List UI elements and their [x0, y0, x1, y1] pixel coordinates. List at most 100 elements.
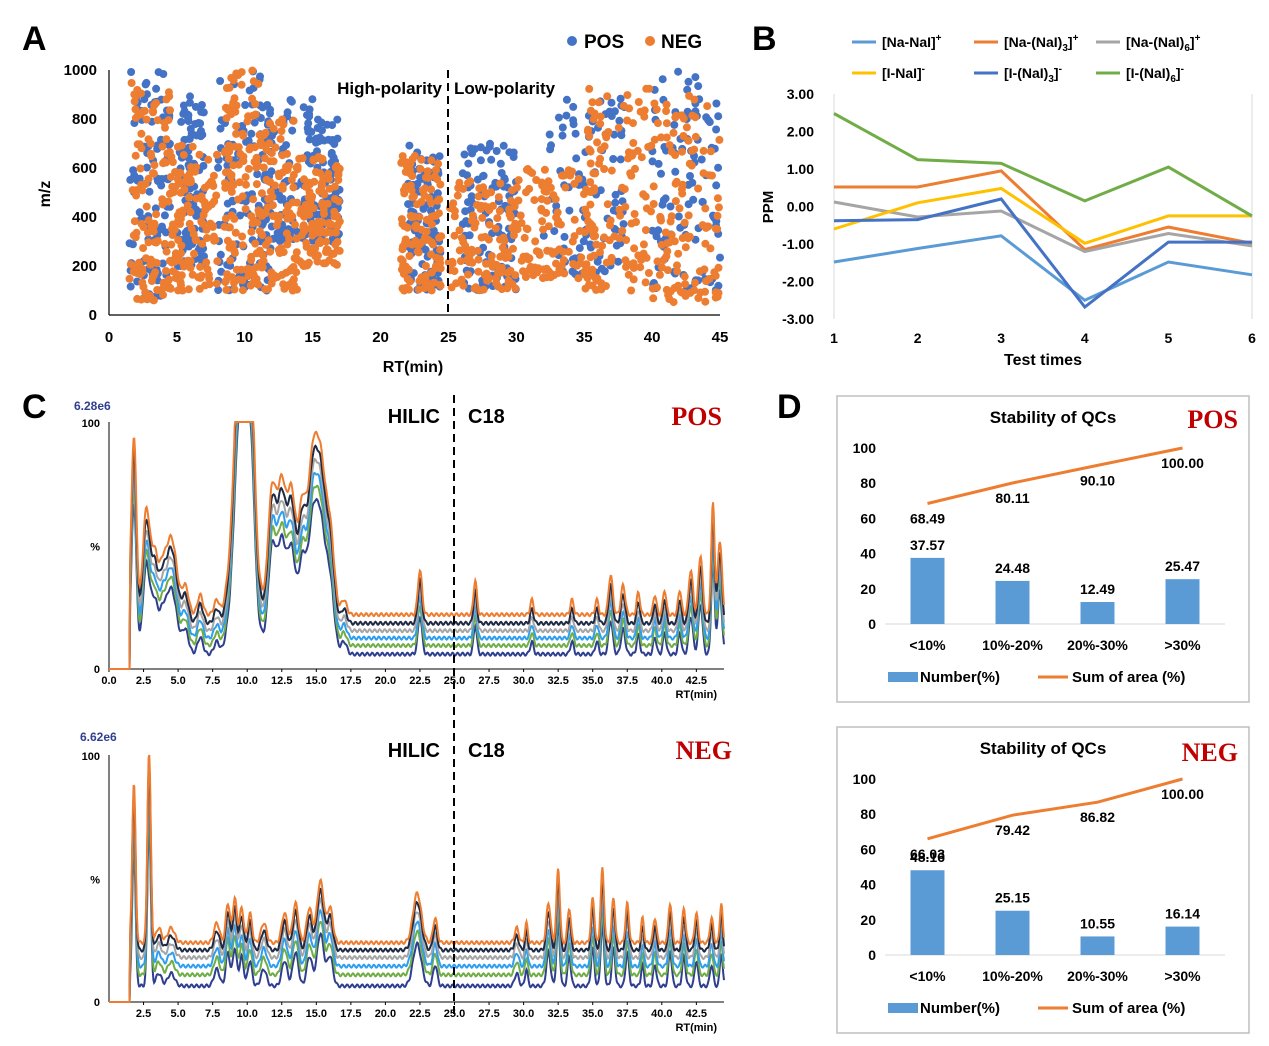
- scatter-point: [146, 139, 155, 148]
- scatter-point: [464, 198, 472, 207]
- scatter-point: [520, 233, 529, 242]
- scatter-point: [701, 297, 710, 306]
- scatter-point: [335, 217, 344, 226]
- scatter-point: [681, 280, 690, 289]
- scatter-point: [596, 186, 605, 195]
- scatter-point: [333, 237, 342, 246]
- legend-pos-label: POS: [584, 32, 624, 53]
- scatter-point: [278, 270, 286, 279]
- scatter-point: [206, 219, 215, 228]
- scatter-point: [431, 211, 440, 220]
- scatter-point: [699, 146, 708, 155]
- category-label: 20%-30%: [1067, 637, 1128, 653]
- scatter-point: [504, 252, 513, 261]
- scatter-point: [128, 186, 137, 195]
- bar: [1165, 579, 1200, 624]
- scatter-point: [682, 123, 691, 132]
- scatter-point: [680, 218, 689, 227]
- scatter-point: [282, 141, 291, 150]
- scatter-point: [713, 211, 722, 220]
- scatter-point: [178, 286, 187, 295]
- bar-value-label: 25.15: [995, 890, 1030, 906]
- scatter-point: [131, 105, 140, 114]
- scatter-point: [657, 216, 665, 225]
- scatter-point: [136, 110, 145, 119]
- scatter-point: [238, 232, 247, 241]
- neg-c18-label: C18: [468, 740, 505, 762]
- scatter-point: [630, 244, 639, 253]
- scatter-point: [492, 274, 500, 283]
- panel-letter-a: A: [22, 20, 47, 58]
- scatter-point: [702, 223, 710, 232]
- scatter-point: [468, 258, 477, 267]
- scatter-point: [153, 116, 162, 125]
- x-tick-label: 22.5: [409, 1008, 430, 1020]
- x-tick-label: 2.5: [136, 675, 151, 687]
- scatter-point: [669, 298, 678, 307]
- scatter-point: [231, 228, 240, 237]
- scatter-point: [462, 217, 471, 226]
- scatter-point: [545, 130, 554, 139]
- scatter-point: [126, 282, 135, 291]
- scatter-point: [197, 101, 206, 109]
- scatter-point: [459, 281, 468, 290]
- scatter-point: [222, 84, 231, 92]
- scatter-point: [691, 278, 699, 287]
- scatter-point: [674, 212, 683, 221]
- scatter-point: [136, 164, 145, 173]
- scatter-point: [319, 174, 328, 183]
- scatter-point: [150, 258, 159, 267]
- scatter-point: [144, 238, 153, 247]
- scatter-point: [269, 124, 278, 133]
- scatter-point: [421, 271, 430, 280]
- series-line: [833, 234, 1253, 303]
- x-tick-label: 12.5: [271, 675, 292, 687]
- scatter-point: [619, 101, 628, 110]
- bar: [1080, 602, 1115, 624]
- scatter-point: [474, 192, 483, 201]
- scatter-point: [423, 167, 432, 176]
- scatter-point: [570, 179, 579, 188]
- scatter-point: [685, 159, 694, 168]
- scatter-point: [173, 142, 182, 151]
- scatter-point: [663, 266, 672, 275]
- scatter-point: [237, 80, 246, 89]
- scatter-point: [261, 154, 269, 163]
- scatter-point: [314, 153, 323, 161]
- scatter-point: [620, 185, 629, 194]
- scatter-point: [250, 118, 259, 127]
- y-tick-label: 100: [853, 440, 877, 456]
- bar-value-label: 12.49: [1080, 581, 1115, 597]
- scatter-point: [292, 163, 301, 172]
- scatter-point: [169, 188, 178, 197]
- x-tick-label: 17.5: [340, 675, 361, 687]
- scatter-point: [652, 105, 661, 114]
- scatter-point: [586, 240, 595, 249]
- pos-x-axis-label: RT(min): [675, 689, 717, 701]
- x-tick-label: 32.5: [547, 1008, 568, 1020]
- scatter-point: [629, 139, 638, 147]
- scatter-point: [684, 136, 693, 145]
- scatter-point: [575, 244, 584, 253]
- scatter-point: [133, 140, 142, 149]
- scatter-point: [174, 236, 183, 244]
- scatter-point: [475, 286, 484, 295]
- scatter-point: [499, 141, 508, 150]
- scatter-point: [222, 276, 230, 285]
- scatter-point: [560, 232, 569, 241]
- scatter-point: [159, 278, 168, 287]
- scatter-point: [714, 263, 723, 272]
- scatter-point: [553, 219, 562, 228]
- scatter-point: [436, 281, 445, 290]
- scatter-point: [334, 171, 343, 180]
- scatter-point: [655, 270, 664, 279]
- scatter-point: [199, 161, 208, 170]
- scatter-point: [580, 228, 589, 236]
- chromatogram-trace: [109, 421, 725, 670]
- scatter-point: [238, 286, 247, 295]
- scatter-point: [639, 240, 648, 249]
- scatter-point: [457, 275, 466, 284]
- scatter-point: [550, 227, 559, 236]
- scatter-point: [691, 113, 700, 122]
- scatter-point: [674, 281, 683, 290]
